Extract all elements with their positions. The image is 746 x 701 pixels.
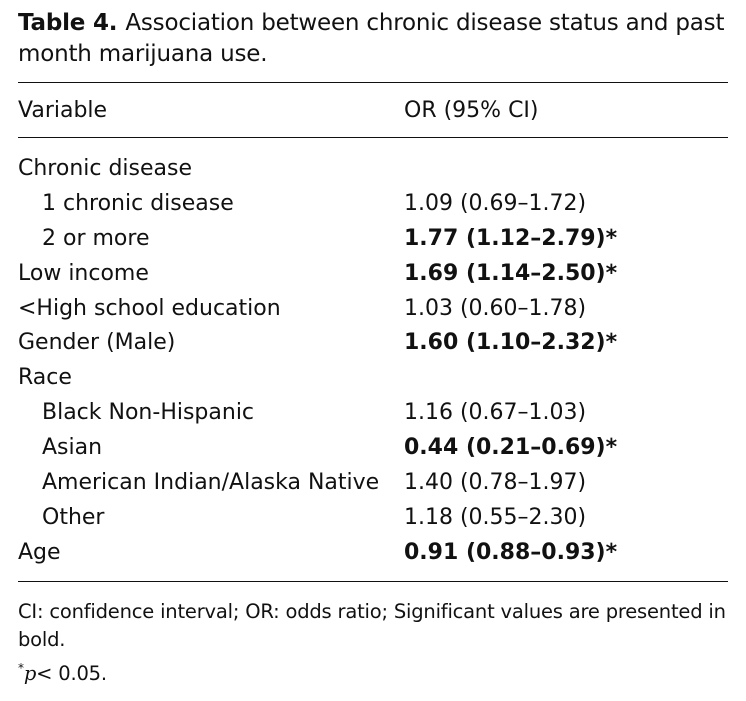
cell-or-ci: 1.03 (0.60–1.78)	[404, 295, 587, 321]
table-footnotes: CI: confidence interval; OR: odds ratio;…	[18, 598, 730, 688]
header-rule	[18, 137, 728, 138]
footnote-p-symbol: p	[23, 661, 37, 685]
cell-or-ci: 1.60 (1.10–2.32)*	[404, 330, 618, 356]
cell-variable: Age	[18, 539, 61, 565]
table-row: Asian 0.44 (0.21–0.69)*	[18, 430, 730, 465]
table-row: 2 or more 1.77 (1.12–2.79)*	[18, 221, 730, 256]
cell-variable: Other	[42, 504, 105, 530]
cell-variable: Chronic disease	[18, 155, 193, 181]
table-row: Low income 1.69 (1.14–2.50)*	[18, 256, 730, 291]
cell-or-ci: 1.69 (1.14–2.50)*	[404, 260, 618, 286]
cell-variable: Gender (Male)	[18, 330, 176, 356]
footnote-abbreviations: CI: confidence interval; OR: odds ratio;…	[18, 599, 726, 651]
table-row: American Indian/Alaska Native 1.40 (0.78–…	[18, 465, 730, 500]
cell-variable: Black Non-Hispanic	[42, 400, 255, 426]
cell-variable: Asian	[42, 435, 103, 461]
table-header: Variable OR (95% CI)	[18, 83, 730, 137]
table-figure: Table 4. Association between chronic dise…	[18, 8, 730, 688]
table-row: 1 chronic disease 1.09 (0.69–1.72)	[18, 186, 730, 221]
cell-or-ci: 0.44 (0.21–0.69)*	[404, 435, 618, 461]
footnote-threshold: < 0.05.	[36, 661, 107, 685]
cell-variable: American Indian/Alaska Native	[42, 469, 380, 495]
cell-or-ci: 1.40 (0.78–1.97)	[404, 469, 587, 495]
cell-or-ci: 1.18 (0.55–2.30)	[404, 504, 587, 530]
bottom-rule	[18, 580, 728, 582]
table-row: Gender (Male) 1.60 (1.10–2.32)*	[18, 325, 730, 360]
table-row: <High school education 1.03 (0.60–1.78)	[18, 291, 730, 326]
table-row: Other 1.18 (0.55–2.30)	[18, 500, 730, 535]
column-header-variable: Variable	[18, 97, 108, 123]
table-caption: Table 4. Association between chronic dise…	[18, 8, 730, 70]
cell-or-ci: 0.91 (0.88–0.93)*	[404, 539, 618, 565]
top-rule	[18, 82, 728, 83]
cell-variable: <High school education	[18, 295, 281, 321]
cell-or-ci: 1.09 (0.69–1.72)	[404, 190, 587, 216]
cell-variable: Race	[18, 365, 72, 391]
cell-or-ci: 1.77 (1.12–2.79)*	[404, 225, 618, 251]
table-caption-text: Association between chronic disease stat…	[18, 10, 725, 67]
cell-variable: 2 or more	[42, 225, 150, 251]
table-row: Chronic disease	[18, 151, 730, 186]
footnote-marker: *	[18, 660, 24, 675]
footnote-significance: *p< 0.05.	[18, 654, 730, 688]
cell-variable: 1 chronic disease	[42, 190, 234, 216]
table-label: Table 4.	[18, 10, 118, 36]
table-body: Chronic disease 1 chronic disease 1.09 (0.…	[18, 138, 730, 581]
column-header-or-ci: OR (95% CI)	[404, 97, 539, 123]
table-row: Race	[18, 360, 730, 395]
table-row: Age 0.91 (0.88–0.93)*	[18, 535, 730, 570]
cell-variable: Low income	[18, 260, 149, 286]
cell-or-ci: 1.16 (0.67–1.03)	[404, 400, 587, 426]
table-row: Black Non-Hispanic 1.16 (0.67–1.03)	[18, 395, 730, 430]
